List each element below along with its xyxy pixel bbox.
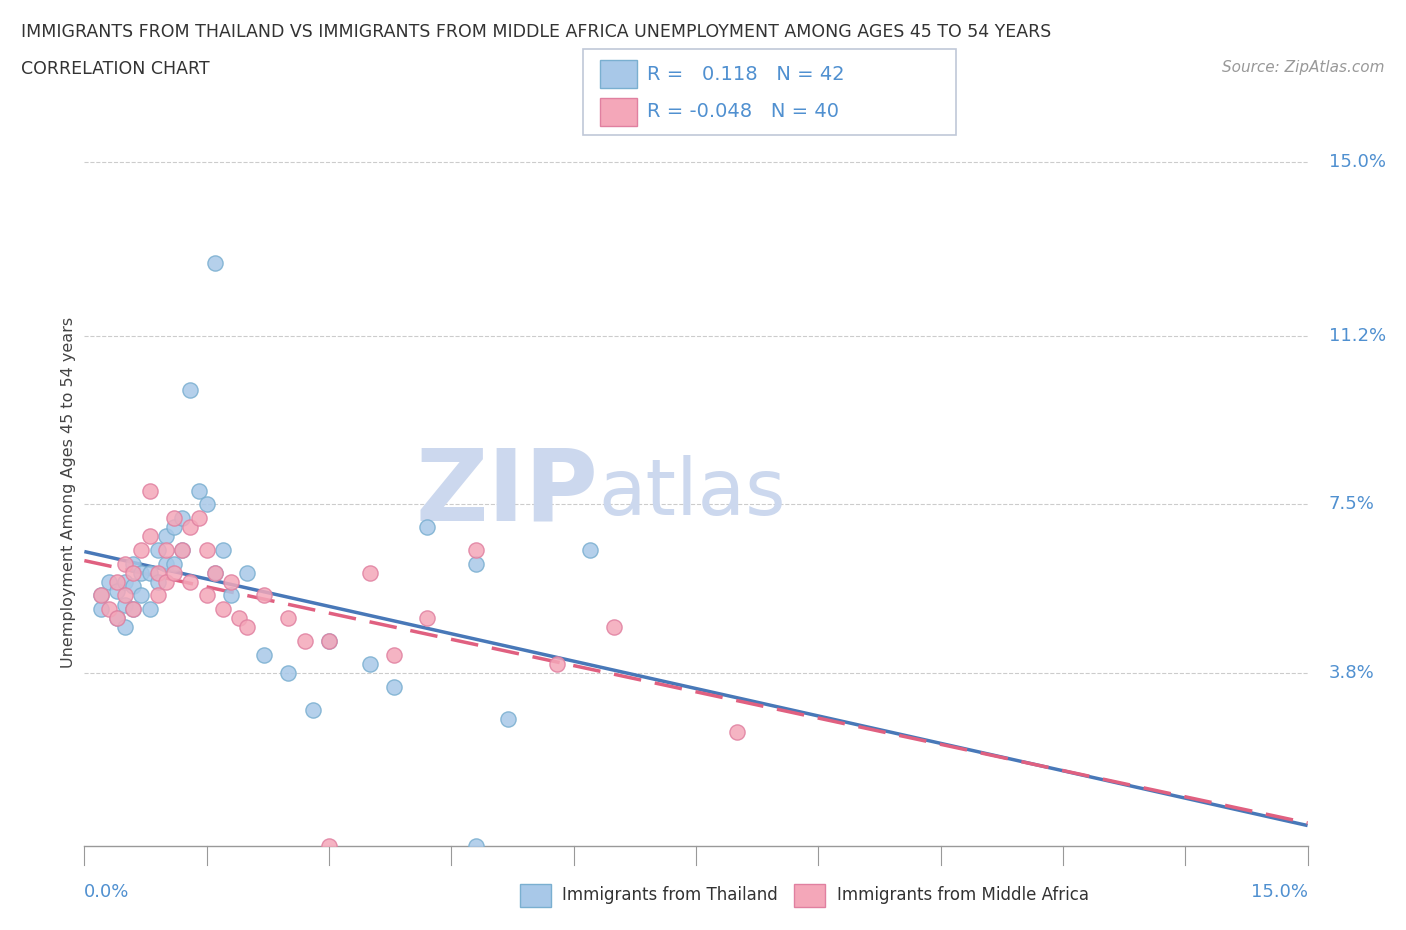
Point [163,556,186,571]
Point [318,633,340,648]
Point [105,611,128,626]
Text: ZIP: ZIP [415,445,598,541]
Point [114,620,136,635]
Point [179,575,201,590]
Point [318,839,340,854]
Point [146,575,169,590]
Point [464,542,486,557]
Text: 15.0%: 15.0% [1250,883,1308,901]
Point [122,565,145,580]
Point [212,542,235,557]
Point [603,620,626,635]
Point [138,529,160,544]
Point [228,611,250,626]
Point [105,611,128,626]
Point [155,556,177,571]
Point [122,602,145,617]
Text: atlas: atlas [598,455,786,531]
Point [219,575,242,590]
Point [464,556,486,571]
Text: 3.8%: 3.8% [1329,664,1375,682]
Point [172,511,194,525]
Point [90,588,112,603]
Point [138,565,160,580]
Point [105,575,128,590]
Text: R = -0.048   N = 40: R = -0.048 N = 40 [647,102,839,121]
Point [179,520,201,535]
Point [90,588,112,603]
Point [546,657,568,671]
Point [114,588,136,603]
Point [105,583,128,598]
Point [382,679,405,694]
Point [146,542,169,557]
Point [301,702,323,717]
Point [253,647,276,662]
Point [163,520,186,535]
Point [253,588,276,603]
Point [155,575,177,590]
Point [579,542,602,557]
Point [359,657,381,671]
Text: 11.2%: 11.2% [1329,326,1386,345]
Point [187,484,209,498]
Point [195,588,218,603]
Point [195,497,218,512]
Point [219,588,242,603]
Text: Immigrants from Thailand: Immigrants from Thailand [562,886,778,904]
Point [204,255,226,270]
Point [416,520,439,535]
Point [131,542,153,557]
Point [318,633,340,648]
Point [138,484,160,498]
Point [382,647,405,662]
Point [187,511,209,525]
Point [122,579,145,594]
Point [114,575,136,590]
Point [204,565,226,580]
Point [172,542,194,557]
Text: Immigrants from Middle Africa: Immigrants from Middle Africa [837,886,1088,904]
Point [138,602,160,617]
Point [236,620,259,635]
Point [277,666,299,681]
Point [163,511,186,525]
Point [464,839,486,854]
Point [212,602,235,617]
Point [146,565,169,580]
Point [97,602,120,617]
Point [179,383,201,398]
Point [498,711,520,726]
Point [155,542,177,557]
Point [155,529,177,544]
Point [122,602,145,617]
Point [114,597,136,612]
Point [204,565,226,580]
Text: 7.5%: 7.5% [1329,496,1375,513]
Point [195,542,218,557]
Point [97,575,120,590]
Point [90,602,112,617]
Point [294,633,316,648]
Point [131,588,153,603]
Text: Source: ZipAtlas.com: Source: ZipAtlas.com [1222,60,1385,75]
Text: CORRELATION CHART: CORRELATION CHART [21,60,209,78]
Point [725,724,748,739]
Point [236,565,259,580]
Text: 15.0%: 15.0% [1329,153,1386,171]
Point [277,611,299,626]
Point [359,565,381,580]
Point [172,542,194,557]
Text: R =   0.118   N = 42: R = 0.118 N = 42 [647,65,845,84]
Point [416,611,439,626]
Point [146,588,169,603]
Y-axis label: Unemployment Among Ages 45 to 54 years: Unemployment Among Ages 45 to 54 years [60,317,76,669]
Point [131,565,153,580]
Text: 0.0%: 0.0% [84,883,129,901]
Point [163,565,186,580]
Text: IMMIGRANTS FROM THAILAND VS IMMIGRANTS FROM MIDDLE AFRICA UNEMPLOYMENT AMONG AGE: IMMIGRANTS FROM THAILAND VS IMMIGRANTS F… [21,23,1052,41]
Point [122,556,145,571]
Point [114,556,136,571]
